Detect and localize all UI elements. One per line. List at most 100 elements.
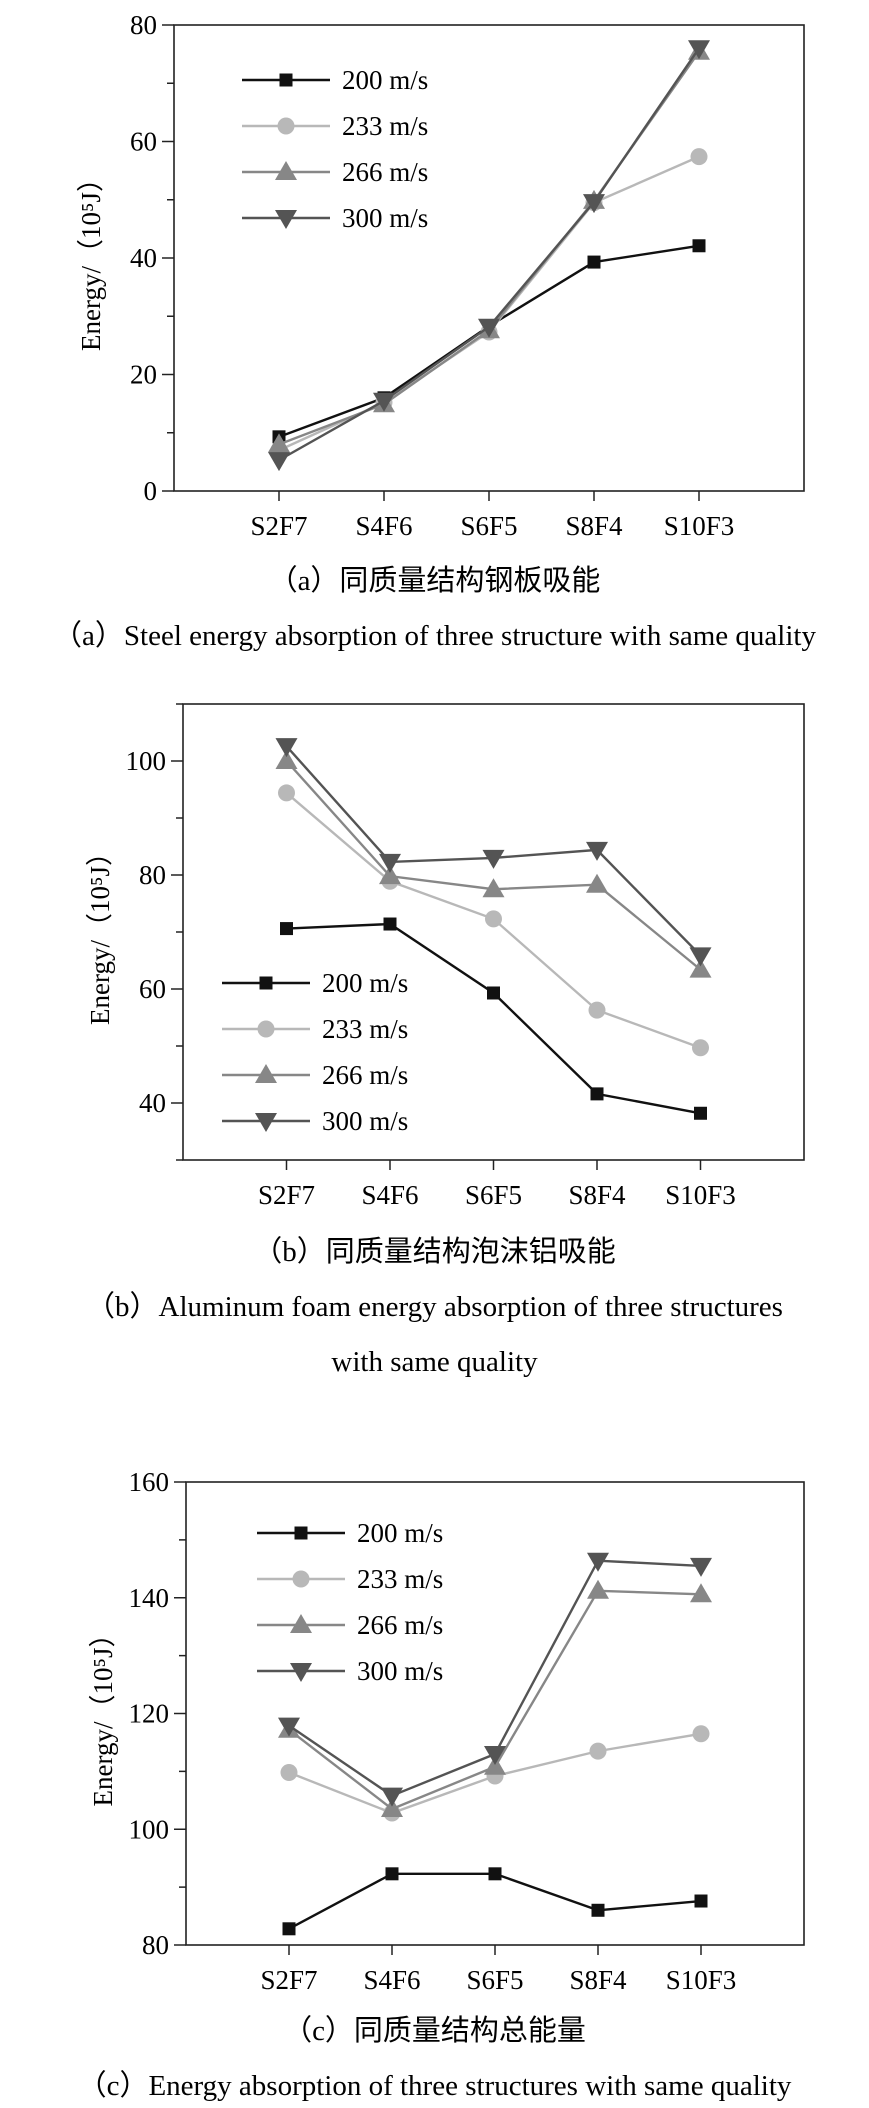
data-point — [692, 239, 706, 253]
legend-label: 266 m/s — [322, 1060, 408, 1090]
x-tick-label: S8F4 — [568, 1180, 626, 1210]
chart-panel-1: 0 20 40 60 80 S2F7 S4F6 S6F5 S8F4 S10F3 Energy/（10… — [76, 10, 805, 541]
data-point — [385, 1867, 399, 1881]
y-tick-label: 60 — [139, 974, 166, 1004]
data-point — [587, 1552, 609, 1572]
data-point — [275, 738, 298, 758]
y-axis-label: Energy/（10⁵J） — [76, 165, 106, 351]
data-point — [379, 865, 401, 885]
legend-marker — [290, 1663, 312, 1682]
data-point — [588, 1001, 606, 1019]
data-point — [589, 1742, 607, 1760]
data-point — [587, 255, 601, 269]
y-tick-label: 80 — [139, 860, 166, 890]
legend-marker — [277, 117, 295, 135]
y-tick-label: 60 — [130, 127, 157, 157]
legend-marker — [279, 73, 293, 87]
data-point — [280, 922, 293, 936]
data-point — [690, 148, 708, 166]
data-point — [280, 1764, 298, 1782]
data-point — [482, 849, 505, 869]
legend-marker — [292, 1570, 310, 1588]
legend-label: 233 m/s — [322, 1014, 408, 1044]
y-tick-label: 80 — [142, 1930, 169, 1960]
figure-caption: with same quality — [331, 1346, 538, 1378]
legend-label: 266 m/s — [357, 1610, 443, 1640]
x-tick-label: S2F7 — [250, 511, 307, 541]
legend-label: 300 m/s — [342, 203, 428, 233]
data-point — [694, 1894, 708, 1908]
series-line-200-m-s — [288, 1872, 702, 1930]
data-point — [268, 452, 290, 472]
data-point — [484, 1746, 506, 1766]
data-point — [478, 318, 500, 338]
data-point — [694, 1106, 707, 1120]
legend-marker — [275, 161, 297, 180]
data-point — [482, 878, 505, 898]
legend-marker — [294, 1526, 308, 1540]
y-axis-label: Energy/（10⁵J） — [88, 1621, 118, 1807]
x-tick-label: S8F4 — [565, 511, 623, 541]
data-point — [282, 1922, 296, 1936]
figure-caption: （c）Energy absorption of three structures… — [78, 2070, 792, 2102]
y-axis-label: Energy/（10⁵J） — [85, 839, 115, 1025]
legend-marker — [255, 1064, 277, 1083]
data-point — [268, 433, 290, 453]
data-point — [381, 1797, 403, 1817]
legend-marker — [290, 1614, 312, 1633]
legend-label: 200 m/s — [342, 65, 428, 95]
x-tick-label: S10F3 — [664, 511, 735, 541]
x-tick-label: S10F3 — [665, 1180, 736, 1210]
plot-frame — [173, 24, 805, 492]
data-point — [488, 1867, 502, 1881]
legend-label: 233 m/s — [342, 111, 428, 141]
figure-caption: （b）同质量结构泡沫铝吸能 — [253, 1235, 616, 1268]
figure-caption: （b）Aluminum foam energy absorption of th… — [86, 1291, 783, 1323]
data-point — [586, 873, 608, 893]
data-point — [383, 917, 397, 931]
figure-caption: （a）Steel energy absorption of three stru… — [53, 620, 816, 652]
data-point — [487, 986, 500, 1000]
y-tick-label: 20 — [130, 360, 157, 390]
chart-panel-3: 80 100 120 140 160 S2F7 S4F6 S6F5 S8F4 S10F3 Energ… — [88, 1467, 805, 1995]
legend-label: 266 m/s — [342, 157, 428, 187]
x-tick-label: S2F7 — [260, 1965, 317, 1995]
figure-caption: （a）同质量结构钢板吸能 — [269, 564, 601, 597]
y-tick-label: 40 — [130, 243, 157, 273]
data-point — [484, 1755, 506, 1775]
x-tick-label: S2F7 — [258, 1180, 315, 1210]
x-tick-label: S8F4 — [569, 1965, 627, 1995]
x-tick-label: S4F6 — [361, 1180, 418, 1210]
legend-marker — [257, 1020, 275, 1038]
y-tick-label: 0 — [144, 476, 158, 506]
data-point — [591, 1903, 605, 1917]
legend-marker — [255, 1113, 277, 1132]
legend-label: 200 m/s — [357, 1518, 443, 1548]
legend-label: 300 m/s — [357, 1656, 443, 1686]
data-point — [379, 853, 401, 873]
y-tick-label: 100 — [126, 746, 167, 776]
data-point — [583, 194, 605, 214]
y-tick-label: 80 — [130, 10, 157, 40]
figure-caption: （c）同质量结构总能量 — [283, 2014, 586, 2047]
data-point — [586, 841, 608, 861]
legend-marker — [259, 976, 273, 990]
data-point — [275, 750, 298, 769]
x-tick-label: S4F6 — [355, 511, 412, 541]
data-point — [590, 1087, 604, 1101]
x-tick-label: S6F5 — [460, 511, 517, 541]
data-point — [688, 40, 710, 60]
data-point — [278, 1717, 300, 1737]
y-tick-label: 140 — [129, 1583, 170, 1613]
legend-marker — [275, 210, 297, 229]
series-line-200-m-s — [278, 244, 700, 438]
data-point — [690, 1583, 712, 1603]
x-tick-label: S6F5 — [465, 1180, 522, 1210]
y-tick-label: 160 — [129, 1467, 170, 1497]
data-point — [587, 1579, 609, 1599]
legend-label: 300 m/s — [322, 1106, 408, 1136]
data-point — [373, 392, 395, 412]
data-point — [692, 1039, 709, 1057]
x-tick-label: S10F3 — [666, 1965, 737, 1995]
